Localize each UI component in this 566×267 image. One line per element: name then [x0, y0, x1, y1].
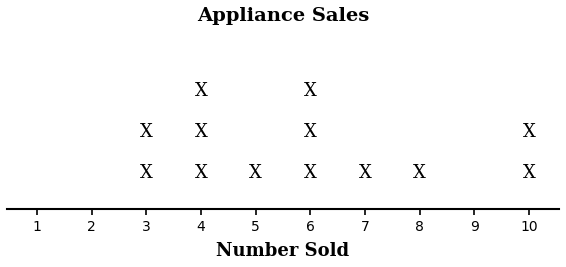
Text: X: X — [140, 164, 153, 182]
Text: X: X — [413, 164, 426, 182]
Text: X: X — [195, 82, 208, 100]
Text: X: X — [195, 123, 208, 141]
Text: X: X — [249, 164, 262, 182]
Text: X: X — [304, 123, 317, 141]
Text: X: X — [195, 164, 208, 182]
Text: X: X — [522, 164, 535, 182]
Text: X: X — [358, 164, 371, 182]
Title: Appliance Sales: Appliance Sales — [197, 7, 369, 25]
Text: X: X — [304, 82, 317, 100]
Text: X: X — [304, 164, 317, 182]
Text: X: X — [140, 123, 153, 141]
Text: X: X — [522, 123, 535, 141]
X-axis label: Number Sold: Number Sold — [216, 242, 350, 260]
